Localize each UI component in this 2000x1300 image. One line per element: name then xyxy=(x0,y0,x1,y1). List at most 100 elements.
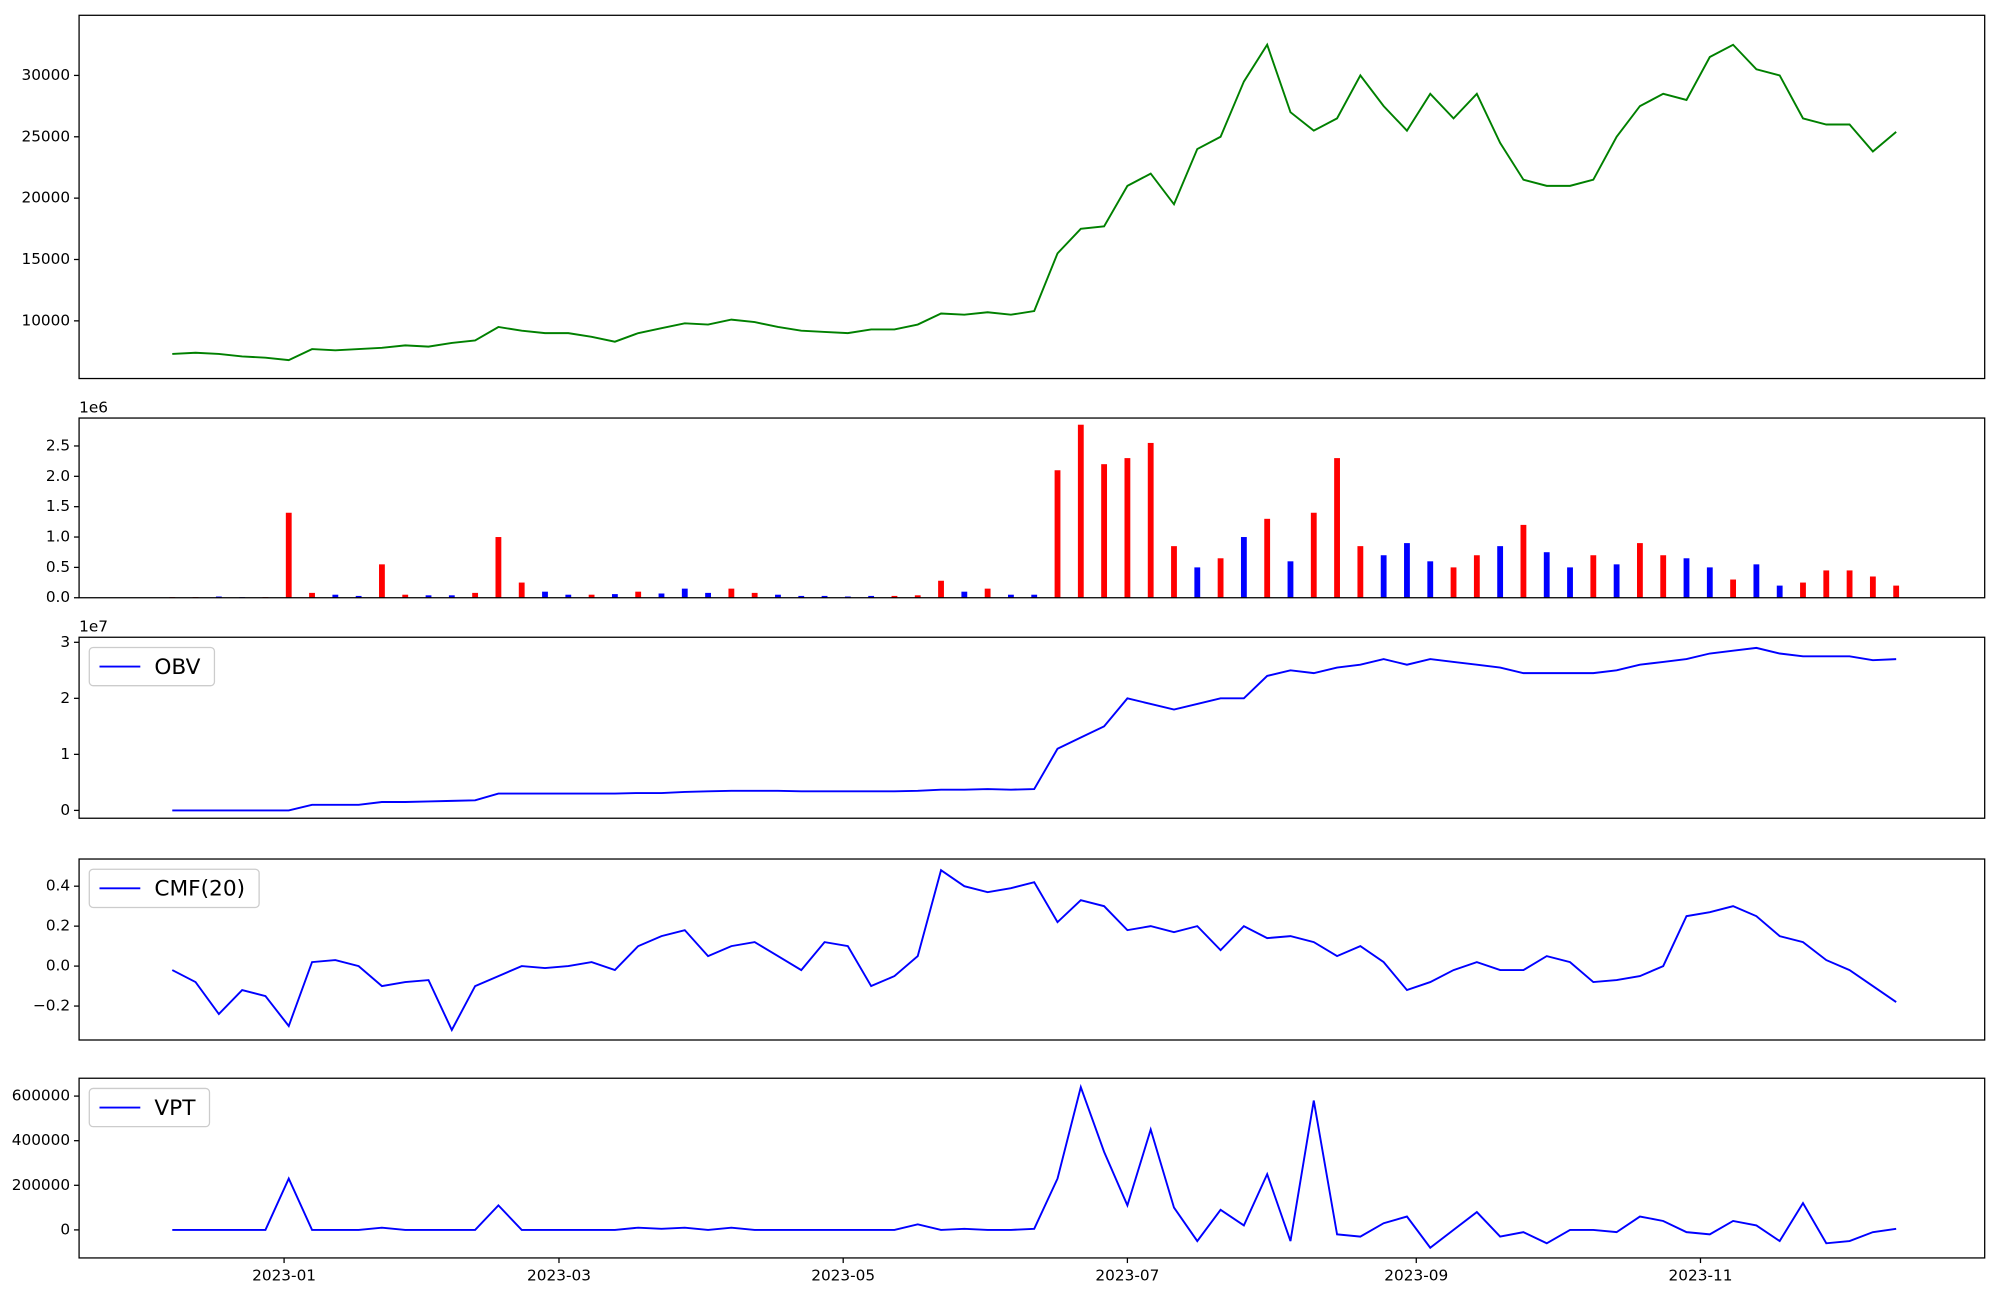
bar xyxy=(1427,561,1434,598)
line xyxy=(171,868,1897,1033)
bar xyxy=(1543,552,1550,598)
x-tick-label: 2023-01 xyxy=(252,1266,316,1284)
axis-offset: 1e7 xyxy=(79,618,108,636)
x-tick-label: 2023-03 xyxy=(527,1266,591,1284)
axis-offset: 1e6 xyxy=(79,398,108,416)
line xyxy=(172,1083,1897,1250)
bar xyxy=(1869,576,1876,598)
bar xyxy=(1613,564,1620,598)
bar xyxy=(1637,543,1643,598)
bar xyxy=(775,594,781,598)
axes-frame xyxy=(78,14,1986,380)
bar xyxy=(1194,567,1201,598)
axes-frame xyxy=(78,636,1986,819)
bar xyxy=(868,595,875,598)
bar xyxy=(402,594,409,598)
y-tick-label: 0.5 xyxy=(46,558,70,576)
bar xyxy=(1567,567,1573,598)
bar xyxy=(705,592,711,598)
bar xyxy=(1473,555,1480,598)
bar xyxy=(1054,470,1061,598)
legend-label: VPT xyxy=(154,1096,196,1121)
bar xyxy=(1893,585,1900,598)
y-tick-label: 1.0 xyxy=(46,528,70,546)
bar xyxy=(658,593,665,598)
bar xyxy=(1264,518,1271,598)
bar xyxy=(728,588,735,598)
y-tick-label: 1.5 xyxy=(46,497,70,515)
y-tick-label: 10000 xyxy=(21,311,70,329)
axes-frame xyxy=(78,417,1986,599)
bar xyxy=(379,564,385,598)
bar xyxy=(309,592,315,598)
bar xyxy=(1031,594,1038,598)
bar xyxy=(751,592,758,598)
bar xyxy=(611,594,618,598)
bar xyxy=(1287,561,1294,598)
bar xyxy=(891,595,898,598)
bar xyxy=(472,592,479,598)
y-tick-label: 0 xyxy=(60,801,70,819)
bar xyxy=(1660,555,1667,598)
bar xyxy=(798,595,805,598)
bar xyxy=(1240,537,1247,598)
legend-box xyxy=(88,1087,211,1128)
bar xyxy=(542,591,548,598)
bar xyxy=(1706,567,1713,598)
bar xyxy=(1217,558,1224,598)
bar xyxy=(1101,464,1108,598)
bar xyxy=(681,588,688,598)
x-tick-label: 2023-11 xyxy=(1669,1266,1733,1284)
bar xyxy=(1171,546,1177,598)
bar xyxy=(1520,524,1527,598)
y-tick-label: 3 xyxy=(60,633,70,651)
y-tick-label: 15000 xyxy=(21,250,70,268)
legend-box xyxy=(88,646,216,687)
bar xyxy=(961,591,968,598)
bar xyxy=(448,595,455,598)
line xyxy=(172,42,1897,362)
line xyxy=(172,646,1897,812)
bar xyxy=(1753,564,1760,598)
bar xyxy=(1846,570,1853,598)
bar xyxy=(332,594,339,598)
bar xyxy=(425,595,432,598)
y-tick-label: 0 xyxy=(60,1220,70,1238)
x-tick-label: 2023-07 xyxy=(1095,1266,1159,1284)
y-tick-label: 1 xyxy=(60,745,70,763)
axes-frame xyxy=(78,1077,1986,1259)
legend-label: CMF(20) xyxy=(154,877,245,902)
y-tick-label: 0.0 xyxy=(46,588,70,606)
y-tick-label: 2.5 xyxy=(46,436,70,454)
x-tick-label: 2023-09 xyxy=(1384,1266,1448,1284)
bar xyxy=(1590,555,1597,598)
bar xyxy=(1357,546,1364,598)
bar xyxy=(355,595,362,598)
y-tick-label: 0.2 xyxy=(46,917,70,935)
bar xyxy=(1310,512,1317,598)
bar xyxy=(1730,579,1737,598)
bar xyxy=(984,588,991,598)
bar xyxy=(588,594,595,598)
bar xyxy=(565,594,572,598)
bar xyxy=(821,595,828,598)
y-tick-label: 2 xyxy=(60,689,70,707)
bar xyxy=(1800,582,1806,598)
y-tick-label: −0.2 xyxy=(33,997,70,1015)
bar xyxy=(1683,558,1690,598)
bar xyxy=(285,512,292,598)
axes-frame xyxy=(78,858,1986,1041)
bar xyxy=(1776,585,1783,598)
legend-box xyxy=(88,868,260,909)
bar xyxy=(938,580,944,598)
y-tick-label: 2.0 xyxy=(46,467,70,485)
bar xyxy=(1077,424,1084,598)
y-tick-label: 0.4 xyxy=(46,877,70,895)
bar xyxy=(1147,442,1154,598)
bar xyxy=(495,537,502,598)
bar xyxy=(1823,570,1830,598)
bar xyxy=(1380,555,1387,598)
y-tick-label: 200000 xyxy=(12,1176,70,1194)
bar xyxy=(1008,594,1014,598)
